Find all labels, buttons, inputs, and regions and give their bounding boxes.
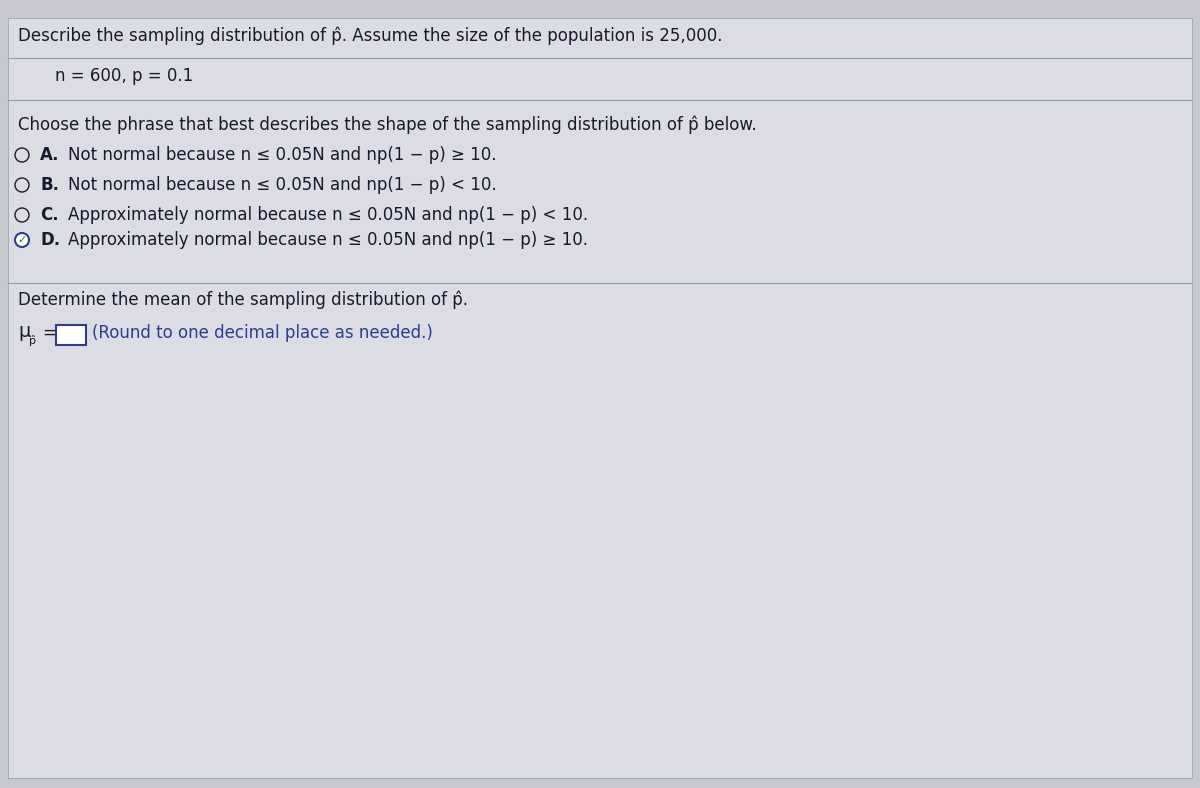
- FancyBboxPatch shape: [8, 18, 1192, 778]
- Text: Not normal because n ≤ 0.05N and np(1 − p) ≥ 10.: Not normal because n ≤ 0.05N and np(1 − …: [68, 146, 497, 164]
- FancyBboxPatch shape: [56, 325, 86, 345]
- Text: A.: A.: [40, 146, 60, 164]
- Text: =: =: [42, 324, 56, 342]
- Text: Determine the mean of the sampling distribution of p̂.: Determine the mean of the sampling distr…: [18, 291, 468, 309]
- Text: D.: D.: [40, 231, 60, 249]
- Text: C.: C.: [40, 206, 59, 224]
- Text: Describe the sampling distribution of p̂. Assume the size of the population is 2: Describe the sampling distribution of p̂…: [18, 27, 722, 45]
- Text: ✓: ✓: [17, 235, 26, 245]
- Text: n = 600, p = 0.1: n = 600, p = 0.1: [55, 67, 193, 85]
- Text: (Round to one decimal place as needed.): (Round to one decimal place as needed.): [92, 324, 433, 342]
- Text: μ: μ: [18, 322, 30, 340]
- Text: p̂: p̂: [29, 334, 36, 345]
- Text: B.: B.: [40, 176, 59, 194]
- Circle shape: [14, 233, 29, 247]
- Text: Approximately normal because n ≤ 0.05N and np(1 − p) < 10.: Approximately normal because n ≤ 0.05N a…: [68, 206, 588, 224]
- Text: Not normal because n ≤ 0.05N and np(1 − p) < 10.: Not normal because n ≤ 0.05N and np(1 − …: [68, 176, 497, 194]
- Text: Approximately normal because n ≤ 0.05N and np(1 − p) ≥ 10.: Approximately normal because n ≤ 0.05N a…: [68, 231, 588, 249]
- Text: Choose the phrase that best describes the shape of the sampling distribution of : Choose the phrase that best describes th…: [18, 116, 757, 134]
